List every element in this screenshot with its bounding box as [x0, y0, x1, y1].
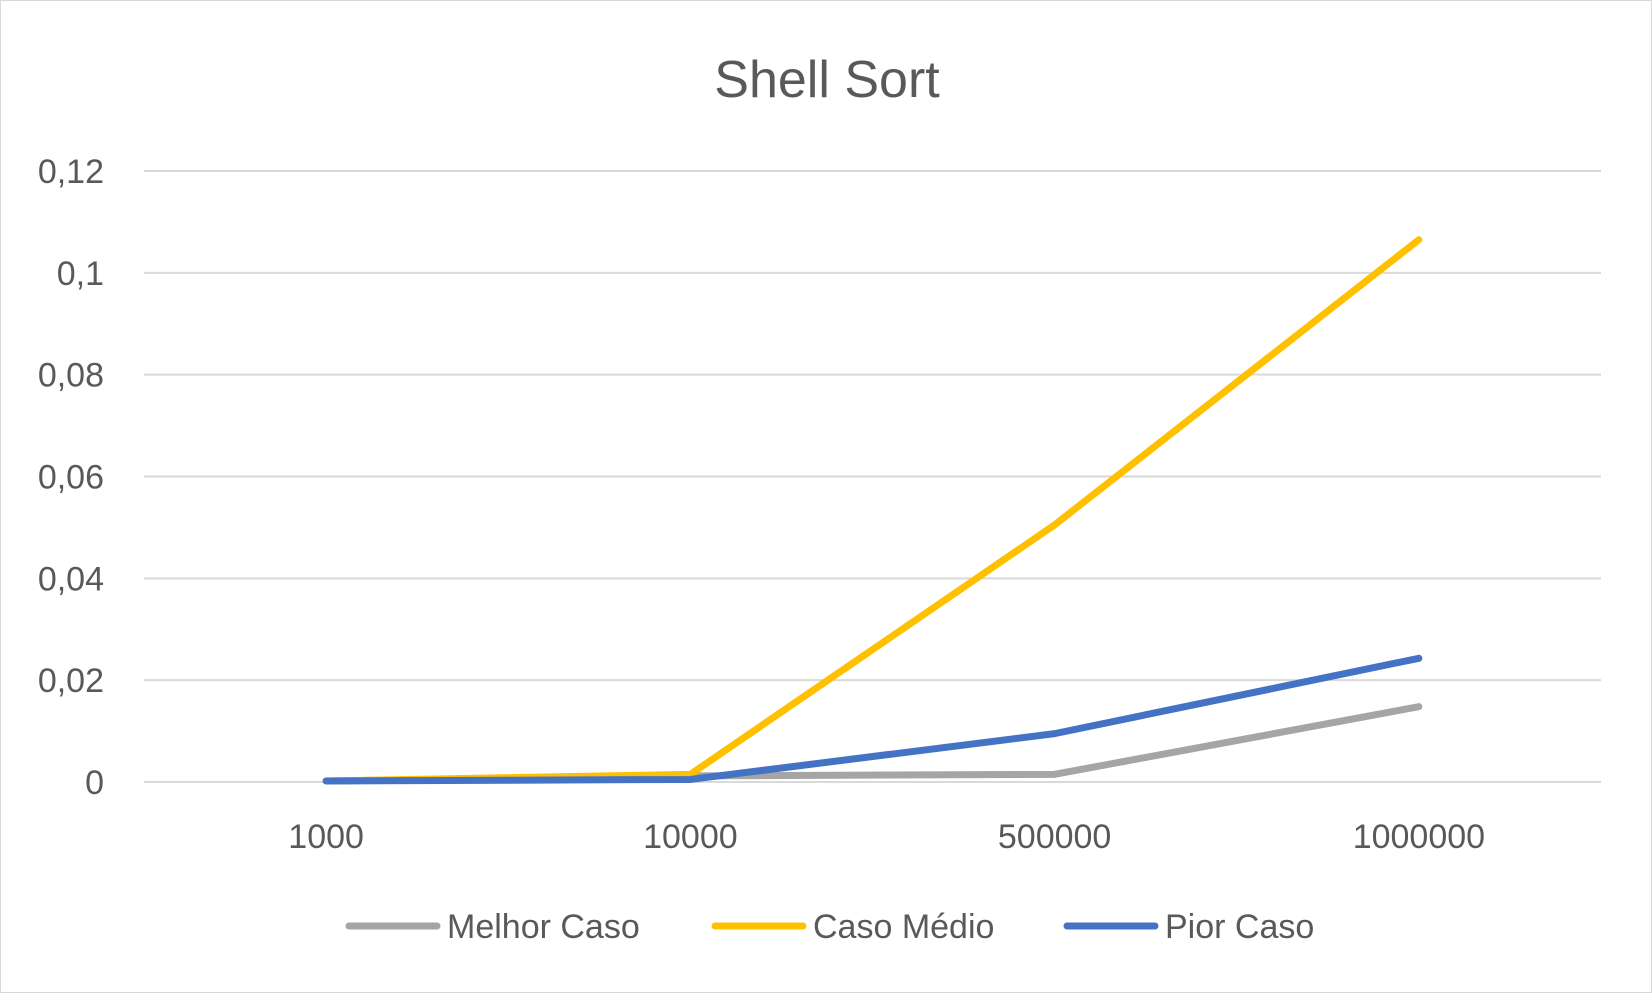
series-line-caso-medio — [322, 236, 1423, 785]
y-tick-label: 0,1 — [57, 255, 104, 293]
y-axis-tick-labels: 0 0,02 0,04 0,06 0,08 0,1 0,12 — [38, 153, 104, 802]
y-tick-label: 0,02 — [38, 662, 104, 700]
legend-label: Pior Caso — [1165, 908, 1314, 946]
x-tick-label: 1000000 — [1353, 818, 1485, 856]
gridlines — [144, 170, 1601, 783]
y-tick-label: 0,08 — [38, 357, 104, 395]
legend-item: Pior Caso — [1063, 908, 1314, 946]
x-tick-label: 1000 — [288, 818, 364, 856]
legend-label: Melhor Caso — [447, 908, 640, 946]
series-line-melhor-caso — [322, 703, 1423, 785]
legend: Melhor Caso Caso Médio Pior Caso — [345, 908, 1314, 946]
x-tick-label: 10000 — [643, 818, 738, 856]
legend-label: Caso Médio — [813, 908, 994, 946]
x-axis-tick-labels: 1000 10000 500000 1000000 — [288, 818, 1485, 856]
y-tick-label: 0,04 — [38, 560, 104, 598]
legend-item: Caso Médio — [711, 908, 994, 946]
y-tick-label: 0 — [85, 764, 104, 802]
series-lines — [322, 236, 1423, 785]
y-tick-label: 0,12 — [38, 153, 104, 191]
series-line-pior-caso — [322, 654, 1423, 785]
legend-item: Melhor Caso — [345, 908, 640, 946]
y-tick-label: 0,06 — [38, 459, 104, 497]
x-tick-label: 500000 — [998, 818, 1111, 856]
chart-title: Shell Sort — [714, 51, 940, 109]
